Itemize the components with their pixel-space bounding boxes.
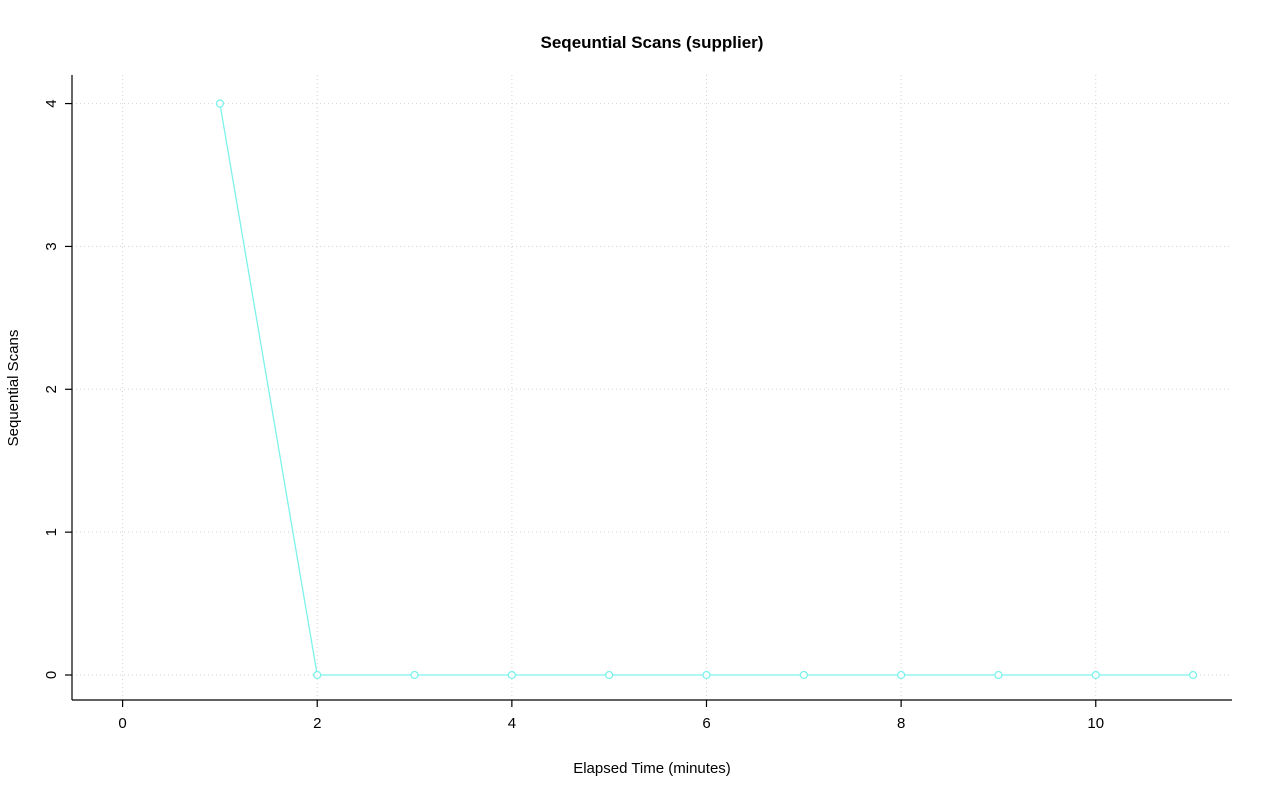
data-point [896, 670, 906, 680]
y-tick-label: 2 [43, 385, 60, 393]
data-point [507, 670, 517, 680]
y-tick-label: 1 [43, 528, 60, 536]
data-point [994, 670, 1003, 680]
x-tick-label: 10 [1087, 715, 1104, 732]
tick-labels-layer: 0 2 4 6 8 10 0 1 2 3 4 [43, 99, 1104, 732]
x-tick-label: 8 [897, 715, 905, 732]
series-layer [215, 99, 1198, 680]
y-axis-label: Sequential Scans [5, 330, 22, 447]
x-axis-label: Elapsed Time (minutes) [573, 760, 731, 777]
gridlines [72, 75, 1232, 700]
chart-title: Seqeuntial Scans (supplier) [541, 33, 764, 52]
data-point [313, 670, 322, 680]
data-point [410, 670, 419, 680]
data-point [799, 670, 808, 680]
x-tick-label: 2 [313, 715, 321, 732]
data-point [702, 670, 711, 680]
x-tick-label: 6 [702, 715, 710, 732]
data-point [605, 670, 614, 680]
x-tick-label: 0 [118, 715, 126, 732]
y-tick-label: 4 [43, 99, 60, 107]
data-point [215, 99, 225, 108]
y-tick-label: 0 [43, 671, 60, 679]
data-point [1091, 670, 1100, 680]
axes-layer [65, 75, 1232, 707]
x-tick-label: 4 [508, 715, 516, 732]
data-point [1188, 670, 1198, 680]
series-line [219, 103, 1194, 676]
y-tick-label: 3 [43, 242, 60, 250]
